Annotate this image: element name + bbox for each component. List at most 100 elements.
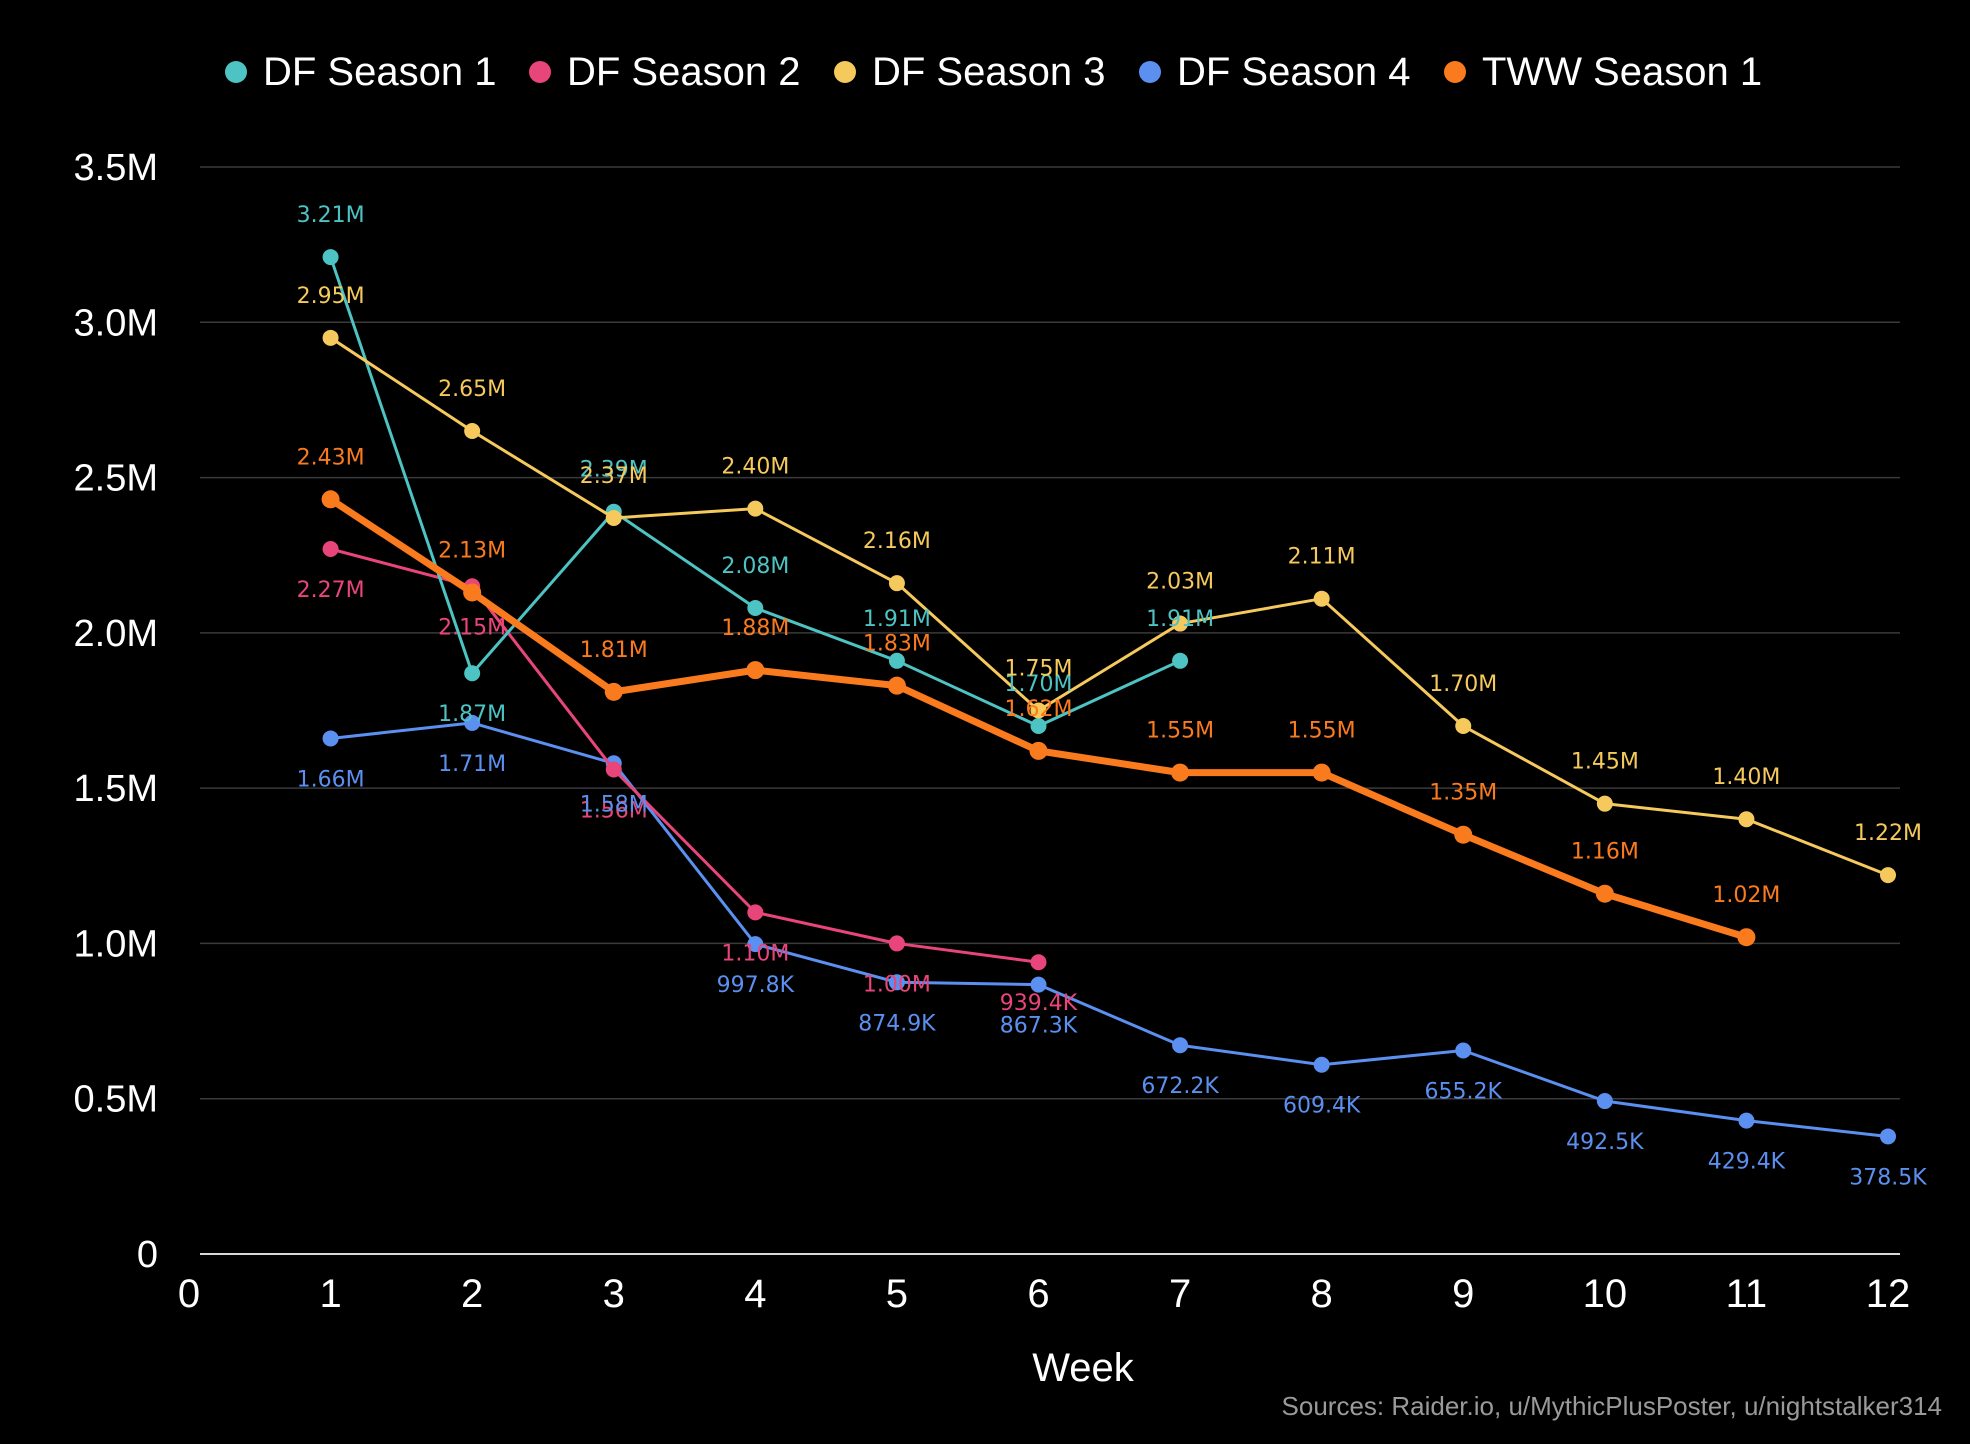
y-tick-label: 2.0M	[74, 613, 158, 655]
data-point	[888, 652, 905, 669]
grid-lines	[200, 166, 1900, 1255]
data-point	[1029, 741, 1048, 760]
legend-item: DF Season 4	[1139, 50, 1410, 94]
data-label: 2.37M	[580, 464, 648, 489]
y-tick-label: 2.5M	[74, 458, 158, 500]
data-label: 939.4K	[1000, 991, 1078, 1016]
data-label: 1.87M	[438, 702, 506, 727]
legend-marker	[834, 61, 856, 83]
data-point	[464, 665, 481, 682]
data-point	[1596, 1093, 1613, 1110]
data-label: 3.21M	[297, 203, 365, 228]
data-label: 655.2K	[1425, 1080, 1503, 1105]
x-tick-label: 10	[1583, 1272, 1628, 1316]
data-label: 1.56M	[580, 799, 648, 824]
data-label: 2.39M	[580, 458, 648, 483]
data-point	[747, 600, 764, 617]
x-tick-label: 8	[1311, 1272, 1333, 1316]
x-tick-label: 9	[1452, 1272, 1474, 1316]
data-point	[1595, 884, 1614, 903]
data-label: 1.02M	[1712, 883, 1780, 908]
data-label: 1.55M	[1288, 719, 1356, 744]
x-axis-ticks: 0 1 2 3 4 5 6 7 8 9 10 11 12	[178, 1272, 1910, 1316]
data-label: 1.70M	[1005, 672, 1073, 697]
y-tick-label: 1.5M	[74, 768, 158, 810]
data-label: 492.5K	[1566, 1130, 1644, 1155]
legend-item: DF Season 1	[225, 50, 496, 94]
legend-marker	[1139, 61, 1161, 83]
data-point	[322, 249, 339, 266]
data-label: 2.95M	[297, 284, 365, 309]
data-point	[1030, 718, 1047, 735]
data-point	[747, 904, 764, 921]
x-tick-label: 3	[603, 1272, 625, 1316]
data-point	[1454, 825, 1473, 844]
data-point	[1030, 954, 1047, 971]
x-tick-label: 0	[178, 1272, 200, 1316]
data-point	[1171, 763, 1190, 782]
x-tick-label: 12	[1866, 1272, 1911, 1316]
series-line	[329, 721, 1890, 1138]
data-point	[1880, 867, 1896, 884]
data-point	[322, 329, 339, 346]
x-axis-title: Week	[1032, 1346, 1135, 1390]
x-tick-label: 6	[1027, 1272, 1049, 1316]
legend-item: DF Season 3	[834, 50, 1105, 94]
data-point	[321, 490, 340, 509]
data-label: 1.10M	[721, 941, 789, 966]
data-label: 1.55M	[1146, 719, 1214, 744]
data-label: 1.66M	[297, 767, 365, 792]
data-label: 2.16M	[863, 529, 931, 554]
data-point	[464, 422, 481, 439]
data-label: 1.45M	[1571, 750, 1639, 775]
legend-label: TWW Season 1	[1482, 50, 1762, 94]
data-point	[604, 682, 623, 701]
data-label: 1.88M	[721, 616, 789, 641]
x-tick-label: 7	[1169, 1272, 1191, 1316]
data-label: 1.71M	[438, 752, 506, 777]
data-label: 2.65M	[438, 377, 506, 402]
x-tick-label: 4	[744, 1272, 766, 1316]
data-label: 1.83M	[863, 632, 931, 657]
source-note: Sources: Raider.io, u/MythicPlusPoster, …	[1282, 1391, 1942, 1421]
data-label: 429.4K	[1708, 1150, 1786, 1175]
data-point	[1455, 718, 1472, 735]
data-point	[747, 936, 764, 953]
data-point	[1738, 1112, 1755, 1129]
data-label: 2.27M	[297, 578, 365, 603]
data-point	[1313, 590, 1330, 607]
data-point	[1596, 795, 1613, 812]
legend-marker	[529, 61, 551, 83]
data-label: 2.03M	[1146, 570, 1214, 595]
series-line	[329, 336, 1890, 877]
x-tick-label: 5	[886, 1272, 908, 1316]
data-point	[1455, 1042, 1472, 1059]
x-tick-label: 2	[461, 1272, 483, 1316]
data-label: 378.5K	[1849, 1165, 1927, 1190]
x-tick-label: 1	[319, 1272, 341, 1316]
data-point	[322, 730, 339, 747]
data-point	[464, 714, 481, 731]
y-tick-label: 3.5M	[74, 147, 158, 189]
legend-item: TWW Season 1	[1444, 50, 1762, 94]
data-label: 874.9K	[858, 1011, 936, 1036]
data-label: 1.35M	[1429, 781, 1497, 806]
data-labels: 3.21M 1.87M 2.39M 2.08M 1.91M 1.70M 1.91M 2.27M…	[297, 203, 1928, 1190]
data-label: 1.58M	[580, 792, 648, 817]
legend: DF Season 1 DF Season 2 DF Season 3 DF Seas…	[225, 50, 1762, 94]
data-label: 1.81M	[580, 638, 648, 663]
data-label: 867.3K	[1000, 1014, 1078, 1039]
data-label: 1.22M	[1854, 821, 1922, 846]
data-point	[888, 935, 905, 952]
data-label: 1.91M	[863, 607, 931, 632]
data-point	[1030, 976, 1047, 993]
series-group	[321, 249, 1896, 1145]
data-label: 997.8K	[717, 973, 795, 998]
data-point	[1737, 928, 1756, 947]
data-point	[1313, 1056, 1330, 1073]
data-point	[888, 974, 905, 991]
legend-label: DF Season 4	[1177, 50, 1410, 94]
data-label: 1.75M	[1005, 657, 1073, 682]
data-point	[1172, 652, 1189, 669]
data-label: 672.2K	[1141, 1074, 1219, 1099]
